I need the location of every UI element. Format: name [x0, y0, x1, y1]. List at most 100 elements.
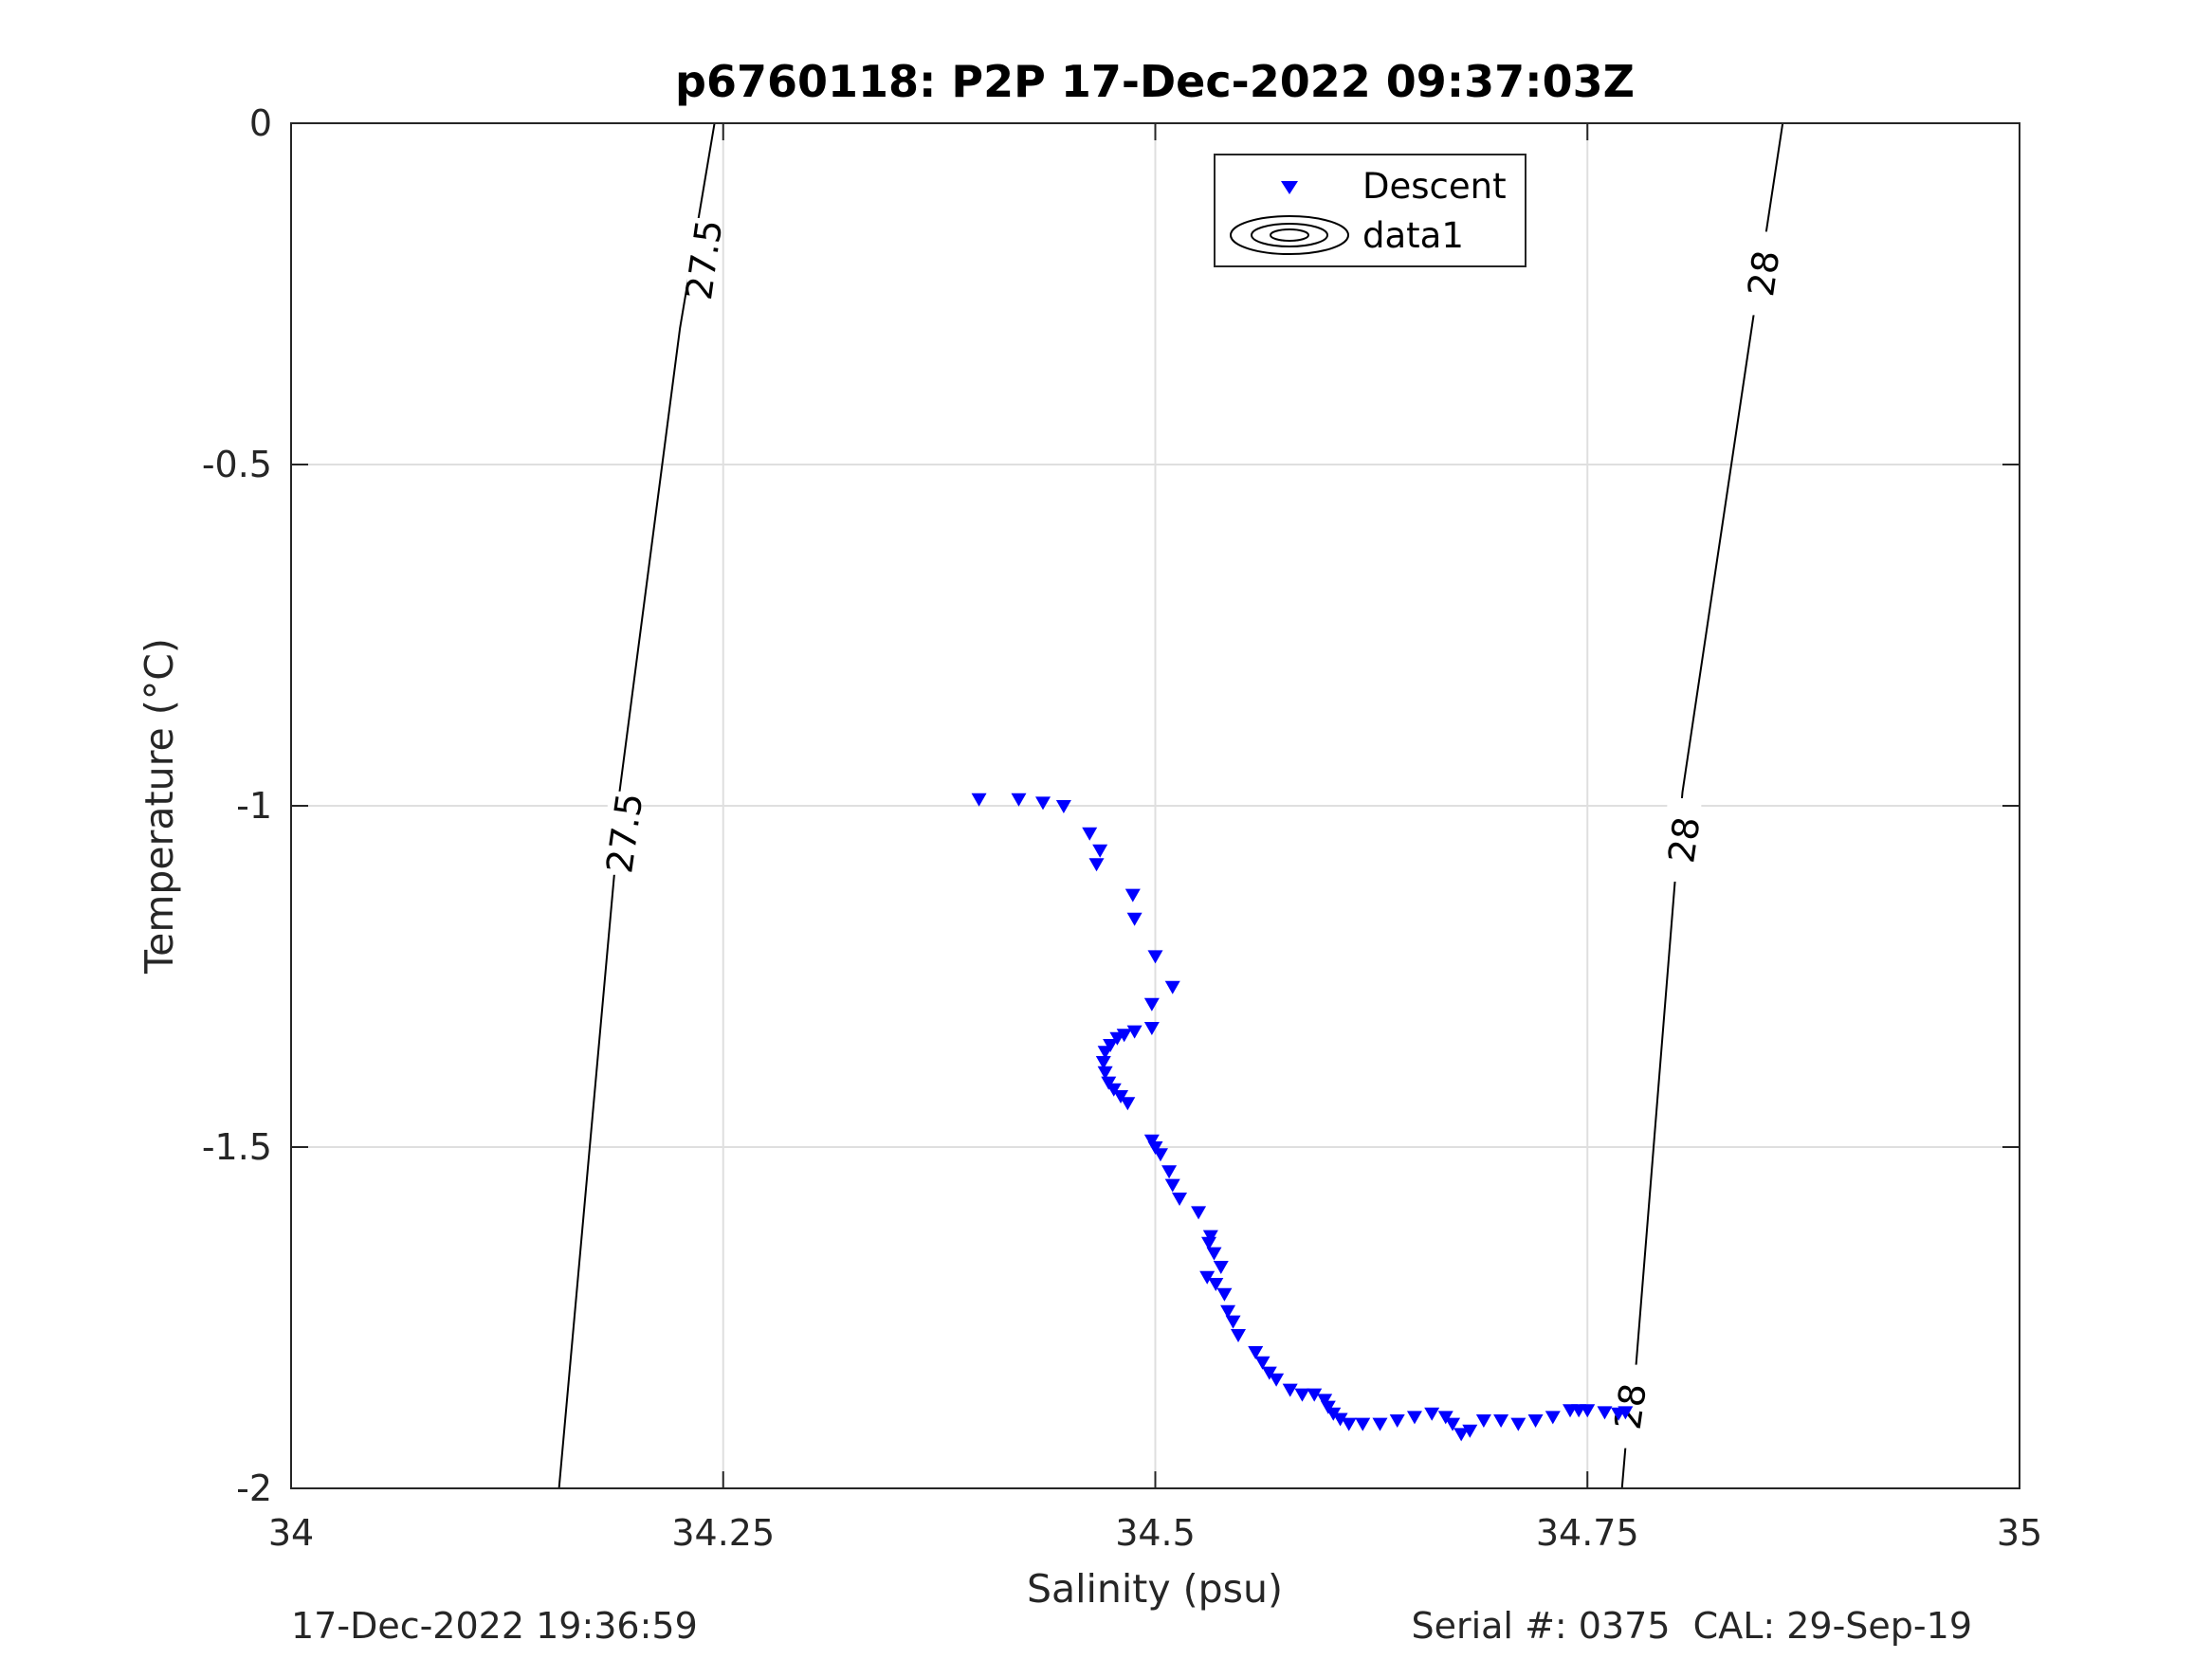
- descent-point: [1161, 1165, 1178, 1179]
- x-tick-label: 35: [1997, 1512, 2042, 1554]
- descent-point: [1462, 1424, 1478, 1438]
- x-tick-label: 34.25: [671, 1512, 775, 1554]
- legend-box: [1214, 154, 1526, 267]
- descent-point: [1317, 1394, 1333, 1408]
- descent-point: [1101, 1076, 1117, 1090]
- descent-point: [1294, 1388, 1310, 1402]
- descent-point: [1261, 1366, 1277, 1380]
- contour-label-gap: [1746, 231, 1782, 316]
- descent-point: [1164, 980, 1180, 994]
- descent-point: [1202, 1230, 1218, 1244]
- legend-contour-icon: [1230, 215, 1349, 255]
- descent-point: [1510, 1417, 1526, 1431]
- descent-point: [1437, 1411, 1453, 1425]
- descent-point: [1332, 1413, 1348, 1427]
- descent-point: [1097, 1046, 1113, 1060]
- descent-point: [1406, 1411, 1422, 1425]
- descent-point: [1201, 1236, 1217, 1250]
- descent-point: [1152, 1148, 1168, 1162]
- descent-point: [1126, 912, 1143, 926]
- descent-point: [1282, 1383, 1298, 1397]
- descent-point: [1147, 1141, 1163, 1155]
- contour-label: 28: [1740, 247, 1787, 299]
- descent-point: [1082, 827, 1098, 841]
- y-tick-label: -1: [236, 785, 272, 827]
- descent-point: [1389, 1414, 1405, 1428]
- descent-point: [1597, 1406, 1613, 1420]
- descent-point: [971, 793, 987, 807]
- x-tick-label: 34.5: [1115, 1512, 1196, 1554]
- descent-point: [1172, 1193, 1188, 1206]
- descent-point: [1124, 888, 1141, 902]
- footer-serial-cal: Serial #: 0375 CAL: 29-Sep-19: [1411, 1605, 1972, 1647]
- descent-point: [1199, 1270, 1216, 1285]
- descent-point: [1116, 1029, 1132, 1043]
- legend: Descent data1: [1214, 154, 1526, 267]
- x-axis-label: Salinity (psu): [1027, 1566, 1283, 1612]
- descent-point: [1213, 1261, 1229, 1274]
- contour-label: 28: [1660, 814, 1708, 866]
- descent-point: [1088, 858, 1105, 872]
- descent-point: [1120, 1097, 1136, 1111]
- descent-point: [1011, 793, 1027, 807]
- descent-point: [1372, 1417, 1388, 1431]
- descent-point: [1269, 1373, 1285, 1387]
- descent-point: [1216, 1287, 1233, 1302]
- descent-point: [1143, 997, 1160, 1012]
- descent-point: [1095, 1056, 1111, 1069]
- x-tick-label: 34.75: [1536, 1512, 1639, 1554]
- descent-point: [1618, 1406, 1634, 1420]
- descent-point: [1424, 1407, 1440, 1421]
- x-tick-label: 34: [268, 1512, 314, 1554]
- chart-title: p6760118: P2P 17-Dec-2022 09:37:03Z: [675, 56, 1635, 107]
- descent-point: [1545, 1411, 1561, 1425]
- descent-point: [1147, 950, 1163, 964]
- y-tick-label: 0: [249, 102, 272, 144]
- footer-timestamp: 17-Dec-2022 19:36:59: [291, 1605, 698, 1647]
- contour-label-gap: [607, 791, 642, 875]
- descent-point: [1055, 800, 1071, 813]
- descent-point: [1143, 1134, 1160, 1148]
- descent-point: [1580, 1404, 1596, 1418]
- y-tick-label: -1.5: [202, 1126, 272, 1168]
- descent-point: [1103, 1039, 1119, 1052]
- descent-point: [1445, 1417, 1461, 1431]
- descent-point: [1325, 1407, 1342, 1421]
- descent-point: [1035, 796, 1051, 811]
- descent-point: [1231, 1329, 1247, 1342]
- contour-label-gap: [686, 218, 722, 301]
- descent-point: [1248, 1346, 1264, 1359]
- axis-ticks: 34 34.25 34.5 34.75 35 0 -0.5 -1 -1.5 -2: [202, 102, 2042, 1554]
- descent-point: [1355, 1417, 1371, 1431]
- descent-point: [1191, 1206, 1207, 1220]
- descent-point: [1143, 1022, 1160, 1035]
- descent-point: [1225, 1315, 1241, 1329]
- descent-point: [1113, 1090, 1129, 1103]
- descent-point: [1106, 1083, 1122, 1097]
- descent-point: [1097, 1066, 1113, 1080]
- descent-point: [1164, 1178, 1180, 1193]
- descent-point: [1307, 1388, 1323, 1402]
- descent-point: [1208, 1278, 1224, 1291]
- descent-point: [1220, 1304, 1236, 1319]
- descent-point: [1254, 1356, 1271, 1370]
- descent-point: [1126, 1025, 1143, 1039]
- legend-descent-marker: [1281, 181, 1298, 194]
- descent-point: [1206, 1247, 1222, 1261]
- descent-point: [1092, 844, 1108, 858]
- descent-series: [971, 793, 1634, 1442]
- descent-point: [1493, 1414, 1509, 1428]
- contour-label-gap: [1667, 798, 1702, 882]
- descent-point: [1453, 1428, 1470, 1442]
- legend-data1-label: data1: [1362, 215, 1464, 256]
- descent-point: [1527, 1414, 1544, 1428]
- legend-descent-label: Descent: [1362, 166, 1507, 207]
- descent-point: [1475, 1414, 1491, 1428]
- y-tick-label: -2: [236, 1468, 272, 1509]
- descent-point: [1341, 1417, 1357, 1431]
- y-axis-label: Temperature (°C): [137, 638, 182, 975]
- descent-point: [1109, 1031, 1125, 1046]
- descent-point: [1320, 1400, 1336, 1414]
- y-tick-label: -0.5: [202, 444, 272, 485]
